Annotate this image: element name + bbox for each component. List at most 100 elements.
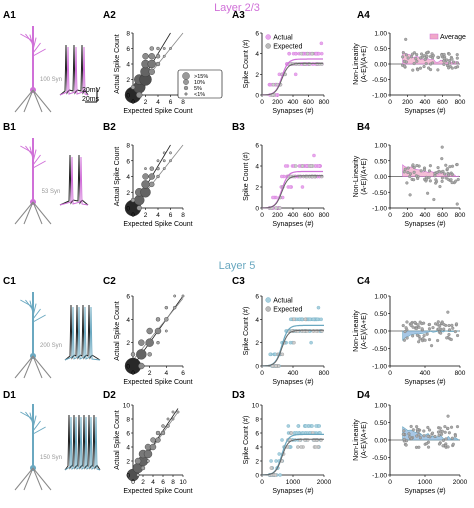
legend-swatch-actual [265, 34, 271, 40]
data-point [455, 162, 459, 167]
x-axis-label: Expected Spike Count [123, 379, 192, 386]
panel-label-D3: D3 [232, 390, 245, 401]
data-point [403, 167, 407, 171]
data-point [445, 58, 449, 62]
data-point [416, 176, 420, 181]
voltage-trace-D1 [64, 414, 101, 471]
y-tick-label: 0 [126, 206, 130, 213]
data-point [435, 170, 439, 175]
x-tick-label: 2 [144, 99, 148, 106]
data-point [413, 320, 417, 324]
y-tick-label: 0.50 [374, 158, 387, 165]
trace-expected [64, 304, 101, 361]
data-point [438, 184, 442, 189]
data-point [441, 169, 445, 173]
data-point [427, 322, 432, 326]
data-point [455, 56, 459, 60]
y-tick-label: 4 [126, 445, 130, 452]
x-tick-label: 2 [148, 370, 152, 377]
panel-label-A1: A1 [3, 10, 16, 21]
y-axis-label: Actual Spike Count [114, 34, 121, 94]
x-tick-label: 200 [272, 99, 283, 106]
data-point [449, 178, 453, 182]
legend-label-expected: Expected [273, 307, 302, 314]
data-point [440, 429, 444, 433]
data-point [430, 344, 434, 348]
data-point [427, 428, 432, 432]
panel-label-C3: C3 [232, 276, 245, 287]
y-axis-label: Non-Linearity [353, 43, 360, 85]
data-point [415, 164, 419, 168]
data-point [171, 410, 175, 414]
data-point-actual [287, 51, 291, 56]
data-point [426, 445, 431, 449]
data-point [411, 334, 415, 338]
legend-label-actual: Actual [273, 35, 293, 42]
average-area [402, 330, 459, 342]
data-point-actual [308, 317, 312, 322]
data-point [420, 52, 424, 56]
x-tick-label: 400 [288, 99, 299, 106]
data-point [408, 435, 412, 439]
data-point-expected [292, 340, 296, 345]
data-point [150, 437, 156, 443]
fit-curve-expected [262, 175, 323, 209]
y-tick-label: 0.50 [374, 420, 387, 427]
data-point [446, 426, 450, 430]
data-point [433, 174, 437, 178]
x-tick-label: 6 [161, 479, 165, 486]
basal-dendrite [32, 467, 52, 491]
plot-C2 [124, 294, 185, 375]
data-point [140, 187, 151, 198]
y-axis-label: Non-Linearity [353, 419, 360, 461]
data-point-actual [286, 424, 291, 428]
y-tick-label: 2 [255, 340, 259, 347]
data-point [142, 173, 149, 180]
y-tick-label: 1.00 [374, 143, 387, 150]
data-point [412, 165, 416, 170]
data-point [402, 170, 406, 174]
data-point [446, 445, 450, 449]
data-point [440, 432, 444, 436]
apical-branch [32, 420, 41, 432]
morphology-D1 [14, 404, 52, 491]
plot-D3 [260, 404, 325, 477]
data-point-expected [274, 206, 278, 210]
data-point [456, 65, 460, 69]
y-tick-label: 0.50 [374, 311, 387, 318]
data-point [424, 62, 428, 66]
data-point [138, 339, 145, 346]
x-tick-label: 600 [303, 212, 314, 219]
x-tick-label: 8 [181, 99, 185, 106]
y-axis-label: Actual Spike Count [114, 410, 121, 470]
data-point-expected [320, 62, 324, 66]
y-tick-label: 0.00 [374, 174, 387, 181]
y-tick-label: -0.50 [372, 77, 387, 84]
x-tick-label: 800 [455, 212, 466, 219]
y-tick-label: -0.50 [372, 190, 387, 197]
data-point [425, 441, 429, 446]
data-point-actual [289, 317, 293, 322]
basal-dendrite [32, 201, 52, 225]
data-point [418, 436, 422, 440]
data-point [148, 68, 155, 75]
data-point-actual [314, 51, 318, 56]
x-tick-label: 200 [402, 99, 413, 106]
data-point [451, 442, 455, 446]
x-tick-label: 8 [171, 479, 175, 486]
x-axis-label: Expected Spike Count [123, 108, 192, 115]
data-point [412, 62, 416, 66]
legend-swatch-actual [265, 297, 271, 303]
y-tick-label: 4 [126, 62, 130, 69]
x-tick-label: 0 [131, 99, 135, 106]
x-tick-label: 0 [260, 370, 264, 377]
trace-expected [59, 154, 89, 206]
voltage-trace-C1 [64, 304, 101, 361]
data-point-actual [309, 340, 313, 345]
data-point [437, 442, 441, 446]
x-tick-label: 0 [131, 479, 135, 486]
data-point-actual [320, 51, 324, 56]
basal-dendrite [23, 89, 34, 113]
data-point [436, 166, 440, 170]
